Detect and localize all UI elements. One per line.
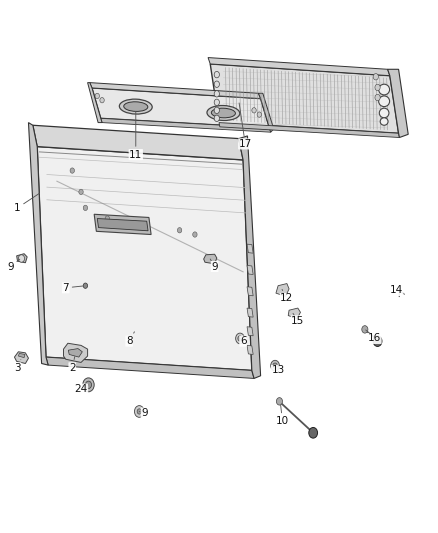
Ellipse shape [212,108,235,118]
Text: 11: 11 [129,111,142,159]
Text: 9: 9 [210,259,218,271]
Polygon shape [64,343,88,362]
Text: 14: 14 [390,286,403,295]
Circle shape [214,107,219,114]
Polygon shape [97,219,148,231]
Text: 2: 2 [69,357,76,373]
Polygon shape [247,345,253,354]
Circle shape [137,409,141,414]
Circle shape [238,336,242,341]
Polygon shape [247,244,253,253]
Polygon shape [219,123,399,138]
Polygon shape [247,287,253,296]
Polygon shape [88,83,102,123]
Circle shape [214,115,219,122]
Circle shape [375,94,380,101]
Circle shape [271,360,279,371]
Circle shape [236,333,244,344]
Polygon shape [37,147,252,370]
Circle shape [85,381,92,389]
Ellipse shape [378,84,390,95]
Text: 10: 10 [276,405,289,426]
Text: 8: 8 [126,332,134,346]
Polygon shape [239,136,261,378]
Polygon shape [46,357,254,378]
Circle shape [100,98,104,103]
Circle shape [362,326,368,333]
Circle shape [95,93,99,99]
Ellipse shape [120,99,152,114]
Text: 17: 17 [239,103,252,149]
Ellipse shape [207,106,240,120]
Text: 15: 15 [291,313,304,326]
Ellipse shape [124,102,148,111]
Circle shape [177,228,182,233]
Polygon shape [388,69,408,138]
Circle shape [273,363,277,368]
Circle shape [214,71,219,78]
Circle shape [83,378,94,392]
Polygon shape [18,353,25,358]
Polygon shape [90,83,261,99]
Polygon shape [33,125,243,160]
Circle shape [70,168,74,173]
Polygon shape [17,254,27,263]
Polygon shape [101,118,271,132]
Circle shape [83,205,88,211]
Polygon shape [92,88,269,128]
Circle shape [134,406,144,417]
Polygon shape [247,308,253,317]
Text: 9: 9 [139,408,148,418]
Circle shape [214,81,219,87]
Circle shape [375,84,380,91]
Circle shape [214,91,219,97]
Circle shape [309,427,318,438]
Text: 6: 6 [240,336,247,346]
Polygon shape [247,265,253,274]
Polygon shape [94,214,151,235]
Ellipse shape [379,108,389,118]
Ellipse shape [380,118,388,125]
Circle shape [373,74,378,80]
Text: 13: 13 [272,366,285,375]
Circle shape [105,216,110,221]
Text: 3: 3 [14,360,21,373]
Polygon shape [28,123,48,365]
Polygon shape [210,64,399,133]
Polygon shape [208,58,390,76]
Circle shape [83,283,88,288]
Text: 12: 12 [280,289,293,303]
Circle shape [252,108,256,113]
Text: 1: 1 [14,193,39,213]
Polygon shape [288,308,300,319]
Text: 7: 7 [62,283,83,293]
Polygon shape [14,352,28,364]
Circle shape [18,255,25,262]
Text: 9: 9 [7,259,20,271]
Polygon shape [247,327,253,336]
Circle shape [79,189,83,195]
Circle shape [214,99,219,106]
Circle shape [373,336,382,346]
Polygon shape [204,254,217,264]
Text: 24: 24 [74,384,88,394]
Text: 16: 16 [366,330,381,343]
Ellipse shape [378,96,390,107]
Polygon shape [276,284,289,296]
Polygon shape [68,349,82,357]
Polygon shape [258,93,274,132]
Circle shape [257,112,261,117]
Circle shape [193,232,197,237]
Circle shape [276,398,283,405]
